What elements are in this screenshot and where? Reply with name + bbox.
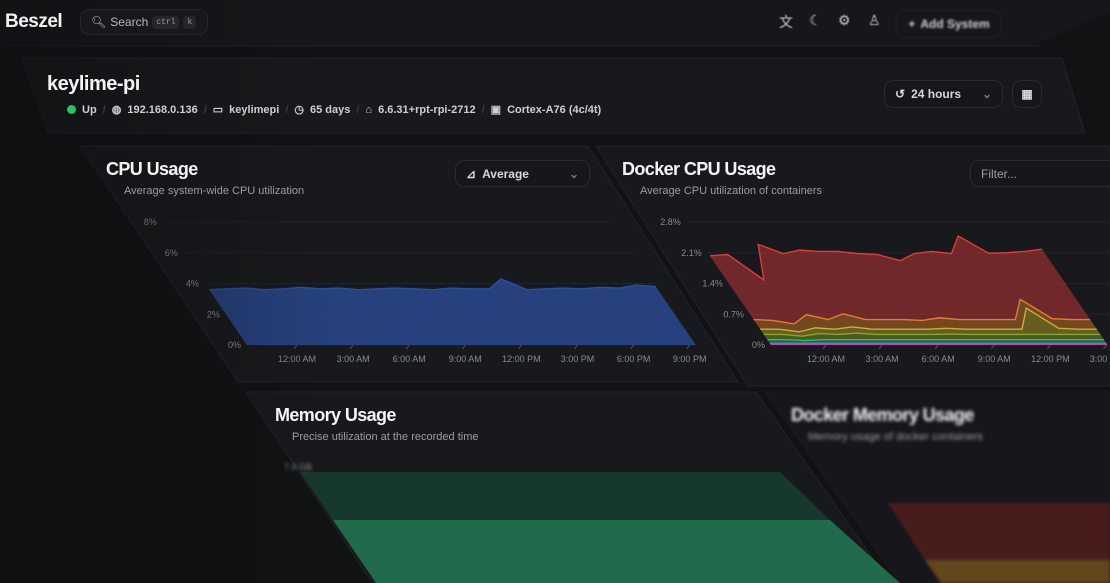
uptime: 65 days <box>309 103 351 116</box>
x-tick-label: 6:00 PM <box>617 354 651 364</box>
y-tick-label: 6% <box>165 248 178 258</box>
x-tick-label: 9:00 AM <box>449 354 482 364</box>
y-tick-label: 2.8% <box>660 217 681 227</box>
status-text: Up <box>82 103 97 116</box>
y-tick-label: 7.9 GB <box>284 462 312 472</box>
docker-memory-area-2 <box>925 560 1110 583</box>
shortcut-key-k: k <box>183 15 197 29</box>
monitor-icon: ▭ <box>212 104 224 116</box>
memory-area-cache <box>300 472 830 520</box>
ip-address: 192.168.0.136 <box>127 103 198 116</box>
globe-icon: ◍ <box>111 104 122 116</box>
chevron-down-icon: ⌄ <box>981 87 992 101</box>
grid-layout-icon: ▦ <box>1021 87 1033 101</box>
memory-card-subtitle: Precise utilization at the recorded time <box>292 431 479 443</box>
x-tick-label: 3:00 PM <box>1090 354 1110 364</box>
search-icon: 🔍︎ <box>91 15 107 29</box>
search-label: Search <box>110 15 149 29</box>
x-tick-label: 3:00 AM <box>866 354 899 364</box>
cpu-aggregate-select[interactable]: ⊿ Average ⌄ <box>455 160 590 187</box>
history-icon: ↺ <box>895 87 906 101</box>
x-tick-label: 3:00 PM <box>561 354 595 364</box>
settings-gear-icon[interactable]: ⚙ <box>838 12 851 28</box>
docker-filter-input[interactable]: Filter... <box>970 160 1110 187</box>
docker-memory-card-title: Docker Memory Usage <box>791 405 974 425</box>
x-tick-label: 12:00 AM <box>278 354 316 364</box>
y-tick-label: 0.7% <box>723 309 744 319</box>
plus-icon: + <box>908 17 916 31</box>
clock-icon: ◷ <box>294 104 304 116</box>
docker-cpu-card-title: Docker CPU Usage <box>622 159 776 179</box>
kernel-version: 6.6.31+rpt-rpi-2712 <box>378 103 476 116</box>
x-tick-label: 6:00 AM <box>393 354 426 364</box>
y-tick-label: 2.1% <box>681 248 702 258</box>
add-system-label: Add System <box>920 17 990 31</box>
cpu-model: Cortex-A76 (4c/4t) <box>507 103 602 116</box>
memory-card-title: Memory Usage <box>275 405 396 425</box>
y-tick-label: 8% <box>144 217 157 227</box>
user-icon[interactable]: ♙ <box>868 12 881 28</box>
cpu-icon: ▣ <box>490 104 502 116</box>
shortcut-key-ctrl: ctrl <box>152 15 180 29</box>
add-system-button[interactable]: + Add System <box>896 10 1002 38</box>
theme-moon-icon[interactable]: ☾ <box>809 12 822 28</box>
system-name: keylime-pi <box>47 73 140 95</box>
search-button[interactable]: 🔍︎ Search ctrl k <box>80 9 208 35</box>
y-tick-label: 4% <box>186 279 199 289</box>
time-range-select[interactable]: ↺ 24 hours ⌄ <box>884 80 1003 108</box>
x-tick-label: 3:00 AM <box>337 354 370 364</box>
cpu-card-subtitle: Average system-wide CPU utilization <box>124 185 305 197</box>
docker-memory-card-subtitle: Memory usage of docker containers <box>808 431 983 443</box>
cpu-aggregate-value: Average <box>482 166 529 181</box>
x-tick-label: 9:00 AM <box>978 354 1011 364</box>
layout-toggle-button[interactable]: ▦ <box>1012 80 1042 108</box>
chart-icon: ⊿ <box>466 166 477 181</box>
y-tick-label: 2% <box>207 309 220 319</box>
chevron-down-icon: ⌄ <box>568 166 579 181</box>
x-tick-label: 12:00 PM <box>1031 354 1070 364</box>
beszel-logo[interactable]: Beszel <box>5 11 63 32</box>
kernel-icon: ⌂ <box>365 103 373 116</box>
language-icon[interactable]: 文 <box>779 14 793 30</box>
x-tick-label: 12:00 AM <box>807 354 845 364</box>
status-dot <box>67 105 76 114</box>
system-info-row: Up / ◍ 192.168.0.136/ ▭ keylimepi / ◷ 65 days… <box>67 103 601 116</box>
x-tick-label: 6:00 AM <box>922 354 955 364</box>
y-tick-label: 0% <box>752 340 765 350</box>
x-tick-label: 9:00 PM <box>673 354 707 364</box>
y-tick-label: 1.4% <box>702 279 723 289</box>
cpu-card-title: CPU Usage <box>106 159 198 179</box>
docker-cpu-card-subtitle: Average CPU utilization of containers <box>640 185 823 197</box>
y-tick-label: 0% <box>228 340 241 350</box>
x-tick-label: 12:00 PM <box>502 354 541 364</box>
hostname: keylimepi <box>229 103 280 116</box>
memory-area-used <box>332 520 900 583</box>
time-range-value: 24 hours <box>911 87 962 101</box>
